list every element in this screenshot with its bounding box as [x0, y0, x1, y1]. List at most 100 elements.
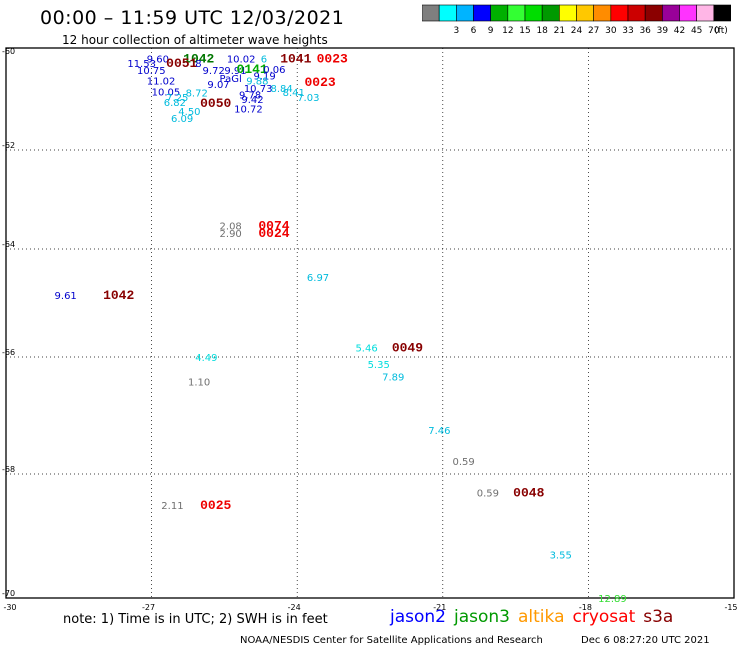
satellite-legend: jason2 jason3 altika cryosat s3a: [390, 607, 681, 627]
observation-wave-height: 6: [261, 54, 267, 65]
observation-wave-height: 2.11: [161, 501, 183, 512]
observation-wave-height: 0.06: [263, 65, 285, 76]
observation-wave-height: 4.50: [178, 107, 200, 118]
observation-wave-height: 7.46: [428, 426, 450, 437]
timestamp-text: Dec 6 08:27:20 UTC 2021: [581, 635, 710, 646]
observation-time-label: 0074: [258, 219, 289, 234]
scale-label: 6: [471, 26, 477, 36]
observation-wave-height: 12.89: [598, 594, 627, 605]
observation-time-label: 0051: [166, 56, 197, 71]
observation-wave-height: 10.02: [227, 54, 256, 65]
latitude-tick-label: -60: [2, 47, 15, 56]
scale-label: 3: [453, 26, 459, 36]
scale-unit: (ft): [714, 26, 728, 36]
observation-wave-height: 9.91: [224, 66, 246, 77]
observation-wave-height: 8: [195, 59, 201, 70]
scale-label: 36: [639, 26, 651, 36]
latitude-tick-label: -62: [2, 141, 15, 150]
observation-wave-height: 10.73: [244, 84, 273, 95]
observation-wave-height: 1.10: [188, 378, 210, 389]
observation-time-label: 0024: [258, 226, 289, 241]
observation-wave-height: PaGl: [220, 74, 242, 85]
scale-label: 30: [605, 26, 617, 36]
observation-wave-height: 7.89: [382, 372, 404, 383]
map-grid: [6, 48, 734, 598]
legend-jason2: jason2: [390, 607, 446, 627]
latitude-tick-label: -70: [2, 589, 15, 598]
observation-wave-height: 2.08: [220, 222, 242, 233]
longitude-tick-label: -18: [579, 603, 592, 612]
observation-time-label: 0023: [304, 75, 335, 90]
legend-altika: altika: [518, 607, 565, 627]
latitude-tick-label: -66: [2, 348, 15, 357]
observation-wave-height: 8.72: [186, 89, 208, 100]
observation-time-label: 0023: [317, 51, 348, 66]
longitude-tick-label: -15: [724, 603, 737, 612]
observation-time-label: 1042: [103, 288, 134, 303]
scale-label: 45: [691, 26, 702, 36]
legend-s3a: s3a: [643, 607, 674, 627]
scale-label: 42: [674, 26, 685, 36]
observation-wave-height: 11.53: [127, 59, 156, 70]
observation-wave-height: 10.05: [152, 87, 181, 98]
scale-label: 9: [488, 26, 494, 36]
scale-label: 70: [708, 26, 720, 36]
scale-label: 27: [588, 26, 599, 36]
longitude-tick-label: -24: [288, 603, 301, 612]
color-scale-legend: 3 6 9 12 15 18 21 24 27 30 33 36 39 42 45 70(ft): [422, 4, 731, 36]
observation-wave-height: 9.42: [241, 95, 263, 106]
observation-wave-height: 2.90: [220, 229, 242, 240]
latitude-tick-label: -68: [2, 465, 15, 474]
footer-note: note: 1) Time is in UTC; 2) SWH is in fe…: [63, 612, 328, 627]
longitude-tick-label: -30: [3, 603, 16, 612]
observation-wave-height: 9.61: [55, 291, 77, 302]
scale-swatch: [713, 4, 731, 22]
observation-time-label: 1042: [183, 51, 214, 66]
legend-jason3: jason3: [454, 607, 510, 627]
scale-label: 39: [657, 26, 669, 36]
observation-wave-height: 10.75: [137, 66, 166, 77]
observation-wave-height: 7.03: [297, 93, 319, 104]
scale-label: 21: [554, 26, 565, 36]
observation-wave-height: 0.59: [453, 457, 475, 468]
observation-wave-height: 9.72: [203, 66, 225, 77]
observation-wave-height: 0.59: [477, 489, 499, 500]
observation-wave-height: 6.82: [164, 98, 186, 109]
observation-wave-height: 9.60: [147, 54, 169, 65]
latitude-tick-label: -64: [2, 240, 15, 249]
page-title: 00:00 – 11:59 UTC 12/03/2021: [40, 7, 345, 29]
observation-time-label: 0048: [513, 486, 544, 501]
page-subtitle: 12 hour collection of altimeter wave hei…: [62, 33, 328, 47]
scale-label: 18: [536, 26, 548, 36]
observation-wave-height: 7.25: [166, 93, 188, 104]
scale-label: 24: [571, 26, 583, 36]
scale-label: 15: [519, 26, 530, 36]
legend-cryosat: cryosat: [572, 607, 636, 627]
scale-label: 33: [622, 26, 633, 36]
observation-wave-height: 11.02: [147, 76, 176, 87]
observation-wave-height: 10.72: [234, 105, 263, 116]
map-tick-labels: -27 -24 -21 -18 -15 -30 -60 -62 -64 -66 -68 -70: [2, 47, 738, 612]
longitude-tick-label: -27: [142, 603, 155, 612]
observation-time-label: 1041: [280, 51, 311, 66]
observation-wave-height: 5.35: [368, 360, 390, 371]
observation-wave-height: 6.09: [171, 114, 193, 125]
observation-wave-height: 9.19: [254, 72, 276, 83]
credit-text: NOAA/NESDIS Center for Satellite Applica…: [240, 635, 543, 646]
observation-wave-height: 9.88: [246, 76, 268, 87]
observation-wave-height: 9.07: [207, 80, 229, 91]
observation-wave-height: 5.46: [355, 343, 377, 354]
observation-wave-height: 9.78: [239, 91, 261, 102]
observation-time-label: 0025: [200, 498, 231, 513]
map-frame: [5, 47, 735, 599]
observation-wave-height: 8.84: [271, 84, 293, 95]
observation-wave-height: 8.41: [283, 88, 305, 99]
scale-label: 12: [502, 26, 513, 36]
observation-time-label: 0049: [392, 340, 423, 355]
longitude-tick-label: -21: [433, 603, 446, 612]
observation-time-label: 0141: [237, 62, 268, 77]
observation-wave-height: 6.97: [307, 273, 329, 284]
observation-time-label: 0050: [200, 96, 231, 111]
